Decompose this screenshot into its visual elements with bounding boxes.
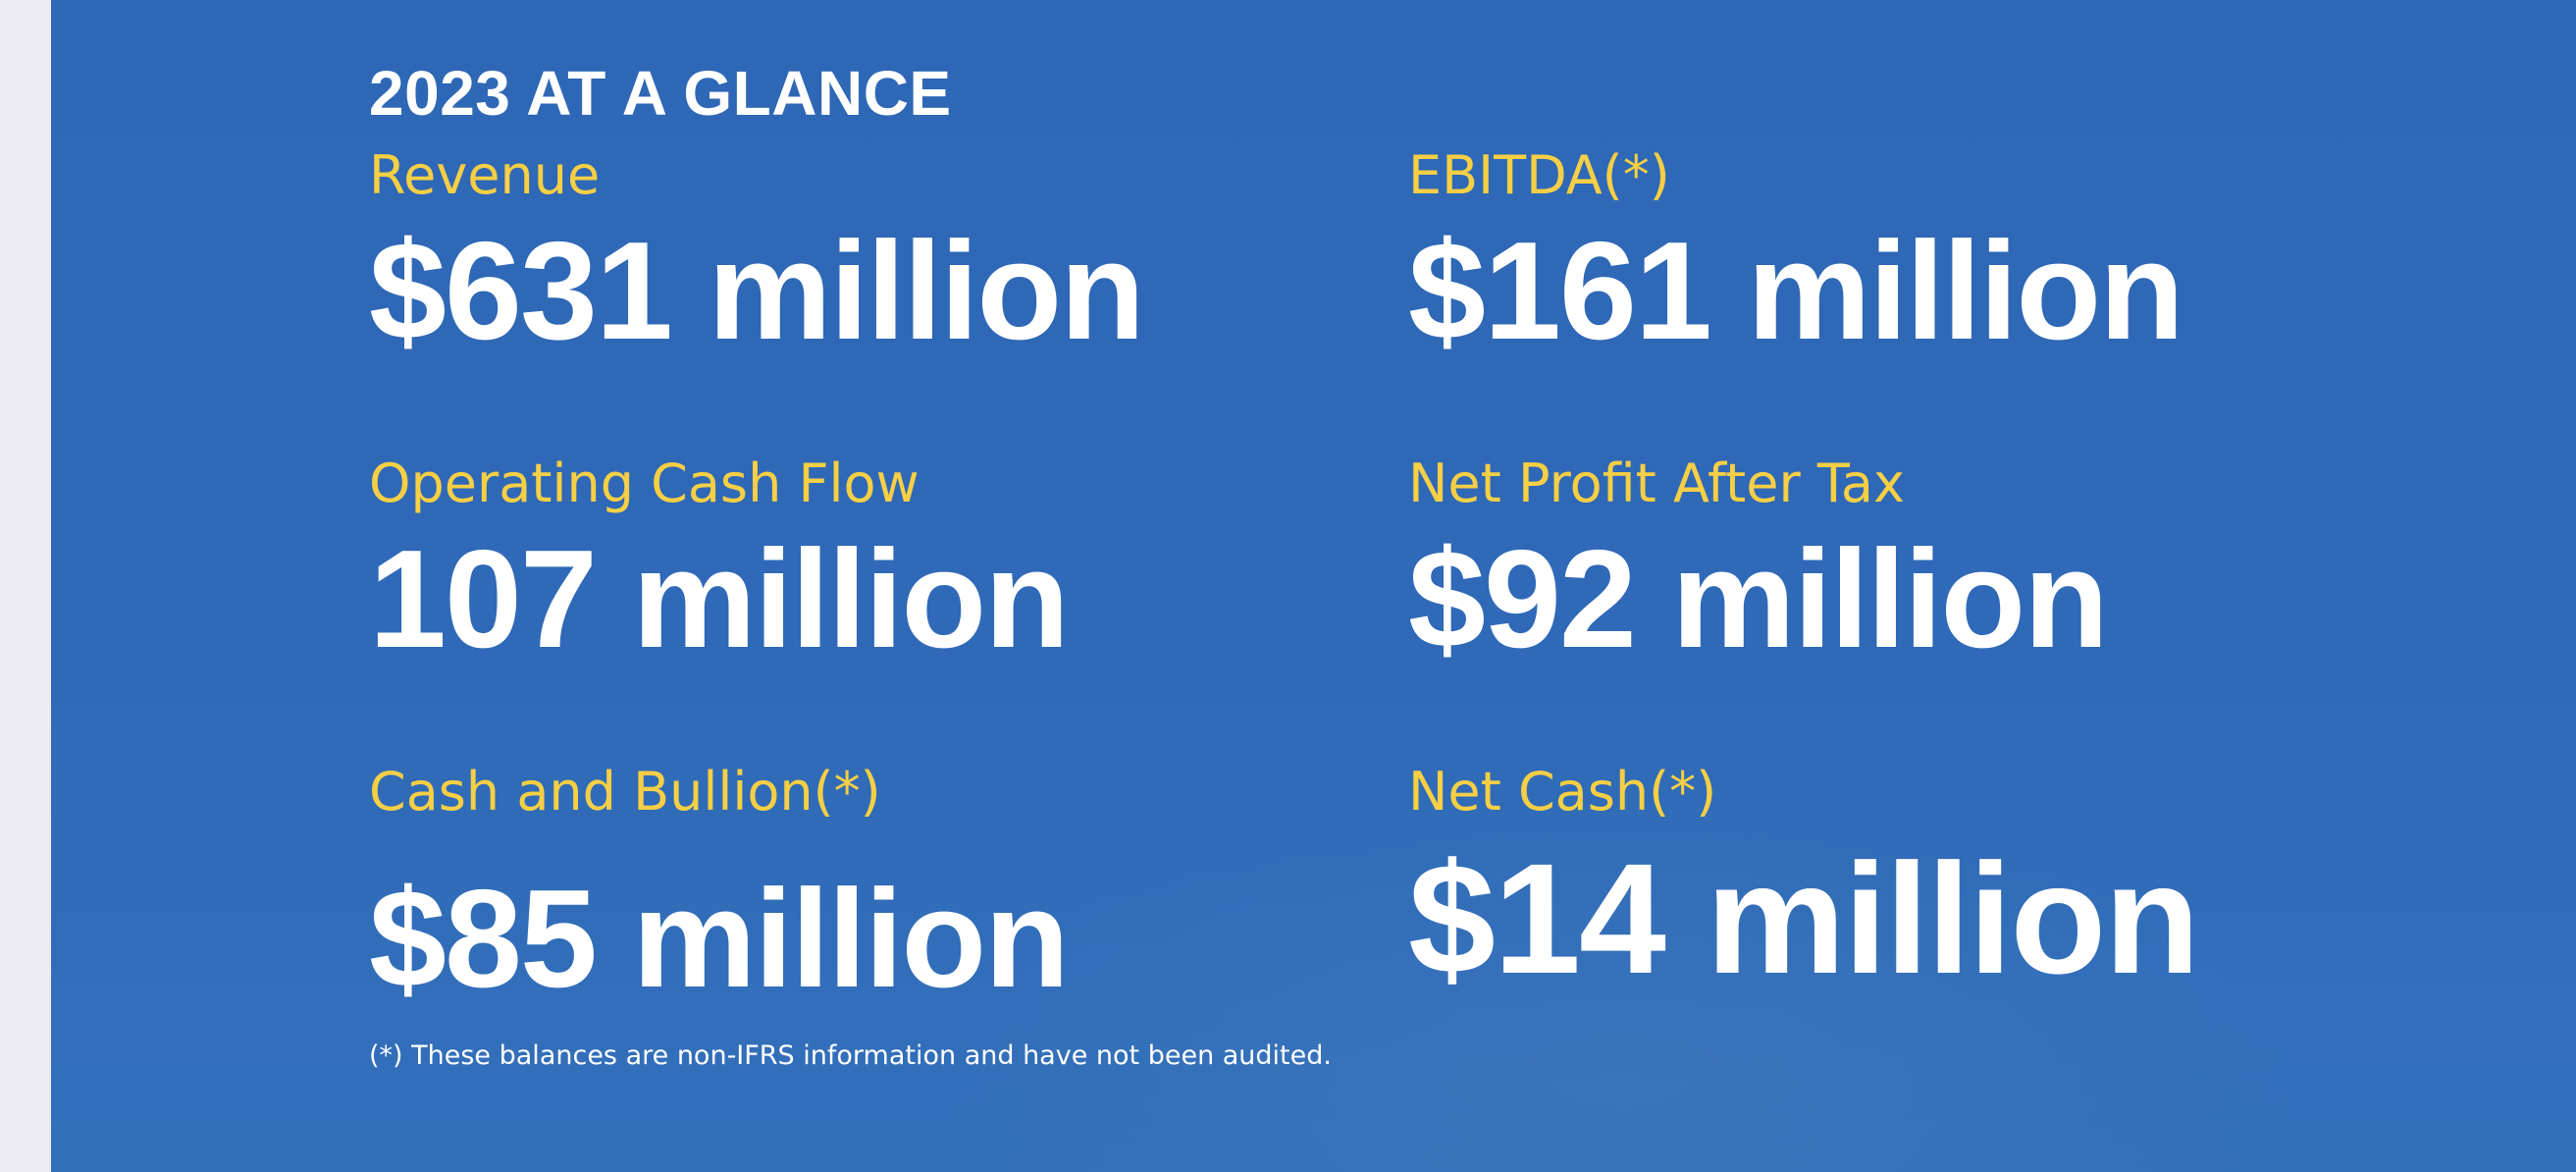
metric-net-cash: Net Cash(*) $14 million (1408, 761, 2200, 1006)
metric-label: Net Profit After Tax (1408, 453, 1905, 514)
metric-label: Operating Cash Flow (369, 453, 920, 514)
metric-ebitda: EBITDA(*) $161 million (1408, 144, 2184, 369)
metric-label: Net Cash(*) (1408, 761, 1717, 823)
metric-value: $92 million (1408, 521, 2109, 677)
metric-revenue: Revenue $631 million (369, 144, 1145, 369)
page-title: 2023 AT A GLANCE (369, 58, 952, 129)
metric-label: Revenue (369, 144, 601, 206)
metric-cash-and-bullion: Cash and Bullion(*) $85 million (369, 761, 1070, 1017)
metric-operating-cash-flow: Operating Cash Flow 107 million (369, 453, 1070, 677)
metric-label: Cash and Bullion(*) (369, 761, 881, 823)
metric-value: $631 million (369, 213, 1145, 369)
metric-value: $14 million (1408, 830, 2200, 1006)
footnote: (*) These balances are non-IFRS informat… (369, 1040, 1332, 1071)
highlights-panel: 2023 AT A GLANCE Revenue $631 million EB… (51, 0, 2576, 1172)
metric-label: EBITDA(*) (1408, 144, 1670, 206)
metric-value: 107 million (369, 521, 1070, 677)
metric-value: $161 million (1408, 213, 2184, 369)
metric-net-profit-after-tax: Net Profit After Tax $92 million (1408, 453, 2109, 677)
metric-value: $85 million (369, 861, 1070, 1017)
